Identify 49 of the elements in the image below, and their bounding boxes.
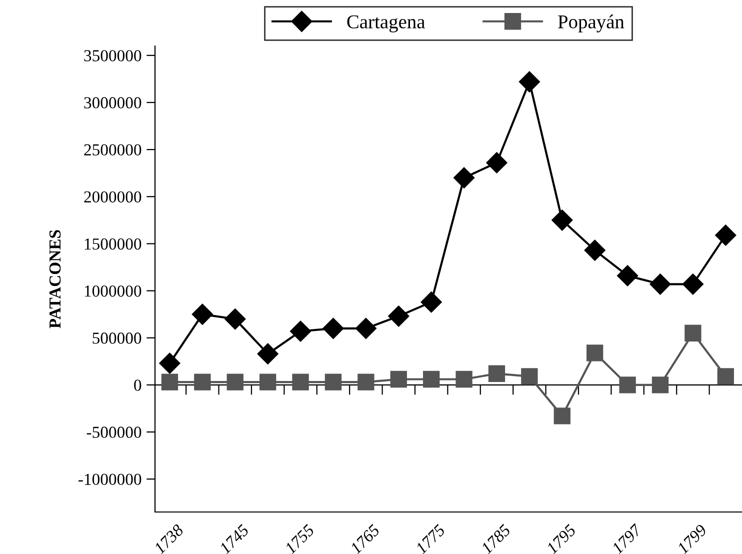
point [454, 167, 475, 188]
y-tick-label: 1500000 [84, 238, 142, 250]
y-tick-label: -500000 [86, 426, 142, 438]
point [684, 324, 702, 342]
point [355, 318, 376, 339]
point [652, 376, 669, 394]
point [423, 370, 440, 388]
point [521, 368, 538, 385]
point [159, 352, 180, 374]
point [715, 224, 736, 246]
point [586, 344, 604, 362]
point [486, 152, 508, 174]
point [619, 376, 636, 394]
point [192, 304, 213, 325]
point [324, 374, 342, 390]
point [617, 265, 638, 286]
point [322, 318, 344, 339]
point [488, 365, 506, 382]
y-tick-label: 0 [134, 380, 142, 391]
point [259, 374, 276, 390]
y-tick-label: 500000 [92, 332, 142, 344]
point [554, 408, 570, 424]
y-axis-title: PATACONES [49, 230, 61, 328]
point [226, 374, 244, 390]
point [456, 370, 472, 388]
y-tick-label: -1000000 [78, 474, 142, 485]
y-tick-label: 1000000 [84, 285, 142, 297]
point [518, 71, 540, 92]
y-tick-label: 2000000 [84, 191, 142, 203]
point [358, 374, 374, 390]
point [552, 210, 573, 231]
point [292, 374, 309, 390]
point [584, 240, 606, 261]
point [650, 274, 671, 295]
point [390, 370, 407, 388]
point [224, 308, 246, 330]
point [194, 374, 211, 390]
y-tick-label: 2500000 [84, 144, 142, 156]
legend-label: Cartagena [347, 15, 425, 32]
legend-label: Popayán [558, 14, 624, 32]
point [290, 320, 312, 342]
y-tick-label: 3000000 [84, 97, 142, 108]
y-tick-label: 3500000 [84, 50, 142, 62]
point [161, 374, 178, 390]
point [420, 292, 442, 313]
point [717, 368, 734, 385]
point [257, 343, 278, 364]
point [682, 274, 704, 295]
point [388, 306, 410, 327]
